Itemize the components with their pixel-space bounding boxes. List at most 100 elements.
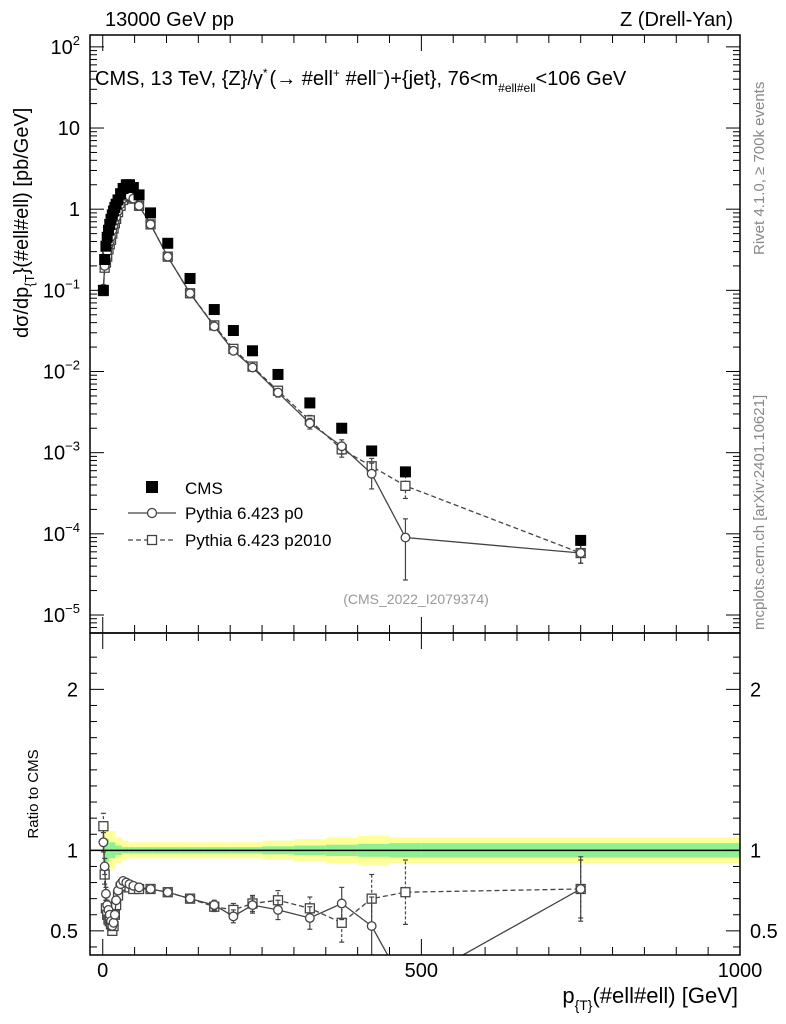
main-y-tick-label: 10−5	[43, 601, 80, 627]
ratio-y-tick-label: 1	[67, 840, 78, 862]
p0-point	[247, 900, 258, 911]
ratio-y-tick-label-right: 1	[750, 840, 761, 862]
p0-point	[98, 837, 109, 848]
p0-point	[134, 882, 145, 893]
main-y-tick-label: 10	[58, 118, 80, 140]
cms-data-point	[575, 534, 587, 546]
ratio-x-tick-label: 1000	[718, 960, 763, 982]
ratio-frame	[89, 632, 741, 956]
main-y-tick-exponent: −4	[65, 520, 80, 535]
title-sub: #ell#ell	[498, 81, 535, 95]
main-series	[97, 179, 587, 581]
p0-point	[209, 900, 220, 911]
header-right: Z (Drell-Yan)	[620, 9, 733, 31]
p0-point	[111, 895, 122, 906]
ratio-y-tick-label: 0.5	[50, 921, 78, 943]
ratio-x-ticks: 0 500 1000	[97, 633, 762, 982]
cms-data-point	[162, 237, 174, 249]
mcplots-label: mcplots.cern.ch [arXiv:2401.10621]	[751, 395, 768, 630]
p0-point	[99, 861, 110, 872]
main-y-tick-exponent: 2	[73, 33, 80, 48]
main-y-tick-label: 10−4	[43, 520, 80, 546]
p0-point	[336, 898, 347, 909]
main-y-tick-exponent: −3	[65, 439, 80, 454]
cms-data-point	[127, 181, 139, 193]
main-y-tick-label: 1	[69, 199, 80, 221]
p2010-point	[400, 480, 411, 492]
ratio-panel: 2 2 1 1 0.5 0.5 0 500 1000 Ratio to CMS p{T}(#e…	[25, 632, 778, 1013]
title-sup-plus: +	[333, 66, 340, 80]
p0-point	[145, 219, 156, 230]
ratio-y-tick-label-right: 2	[750, 679, 761, 701]
p0-point	[108, 917, 119, 928]
header-left: 13000 GeV pp	[105, 9, 234, 31]
main-y-tick-base: 10	[43, 443, 65, 465]
main-y-tick-base: 10	[43, 524, 65, 546]
p0-point	[273, 387, 283, 398]
main-y-tick-base: 10	[43, 362, 65, 384]
analysis-watermark: (CMS_2022_I2079374)	[343, 591, 489, 607]
p0-point	[401, 983, 410, 992]
cms-data-point	[133, 189, 145, 201]
cms-data-point	[97, 284, 109, 296]
main-y-tick-label: 10−3	[43, 439, 80, 465]
main-y-tick-exponent: −2	[65, 358, 80, 373]
main-y-tick-base: 10	[58, 118, 80, 140]
cms-data-point	[101, 231, 113, 243]
series-line	[102, 195, 581, 554]
ylabel-b: }(#ell#ell) [pb/GeV]	[11, 108, 33, 275]
title-c: #ell	[340, 68, 377, 90]
title-sup-star: *	[263, 66, 268, 80]
p0-point	[273, 904, 283, 915]
x-axis-label: p{T}(#ell#ell) [GeV]	[562, 983, 738, 1013]
cms-data-point	[99, 253, 111, 265]
xlabel-sub: {T}	[575, 997, 593, 1013]
ratio-y-tick-label: 2	[67, 679, 78, 701]
p0-point	[336, 441, 347, 452]
series-line	[102, 195, 581, 554]
cms-data-point	[336, 422, 348, 434]
p0-point	[304, 418, 315, 429]
title-a: CMS, 13 TeV, {Z}/γ	[95, 68, 263, 90]
title-sup-minus: −	[377, 66, 384, 80]
p0-point	[134, 200, 145, 211]
p0-point	[400, 532, 411, 543]
cms-data-point	[184, 272, 196, 284]
p0-point	[366, 921, 377, 931]
rivet-label: Rivet 4.1.0, ≥ 700k events	[751, 82, 768, 255]
p0-point	[228, 911, 239, 922]
main-y-tick-exponent: −1	[65, 276, 80, 291]
legend-p2010-label: Pythia 6.423 p2010	[185, 531, 332, 550]
legend-p0-label: Pythia 6.423 p0	[185, 504, 303, 523]
main-y-axis-label: dσ/dp{T}(#ell#ell) [pb/GeV]	[11, 108, 37, 338]
ratio-y-tick-label-right: 0.5	[750, 921, 778, 943]
main-y-tick-base: 10	[43, 605, 65, 627]
legend-p2010-marker	[146, 534, 158, 546]
ratio-y-axis-label: Ratio to CMS	[25, 749, 42, 838]
main-y-tick-base: 1	[69, 199, 80, 221]
legend-p0-marker	[146, 507, 158, 519]
ylabel-sub: {T	[22, 274, 37, 286]
title-e: <106 GeV	[536, 68, 627, 90]
ylabel-a: dσ/dp	[11, 287, 33, 338]
p2010-point	[98, 821, 109, 832]
cms-data-point	[366, 445, 378, 457]
p0-point	[228, 345, 239, 356]
cms-data-point	[227, 325, 239, 337]
legend: CMS Pythia 6.423 p0 Pythia 6.423 p2010	[128, 479, 332, 550]
legend-cms-label: CMS	[185, 479, 223, 498]
cms-data-point	[100, 240, 112, 252]
cms-data-point	[272, 368, 284, 380]
p0-point	[145, 884, 156, 894]
xlabel-a: p	[562, 983, 574, 1008]
p0-point	[575, 548, 586, 558]
main-y-tick-exponent: −5	[65, 601, 80, 616]
cms-data-point	[304, 397, 316, 409]
cms-data-point	[399, 466, 411, 478]
p0-point	[162, 887, 173, 898]
main-y-tick-label: 102	[51, 33, 80, 59]
ratio-y-ticks: 2 2 1 1 0.5 0.5	[50, 656, 778, 948]
p0-point	[185, 893, 195, 904]
